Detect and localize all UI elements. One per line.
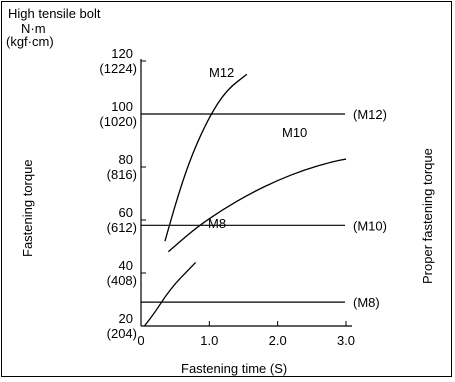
- y-tick-label: 40: [119, 258, 133, 273]
- series-label: M8: [208, 216, 226, 231]
- y-tick-sublabel: (1224): [99, 61, 137, 76]
- axes: [140, 59, 352, 327]
- y-tick-sublabel: (612): [107, 220, 137, 235]
- y-unit-top: N·m: [21, 21, 46, 36]
- reference-line-label: (M12): [353, 107, 387, 122]
- y-tick-label: 20: [119, 311, 133, 326]
- x-tick-label: 1.0: [200, 333, 218, 348]
- y-axis-label: Fastening torque: [20, 159, 35, 257]
- y-axis-label-right: Proper fastening torque: [420, 148, 435, 284]
- series-curve: [164, 73, 248, 242]
- y-tick-label: 80: [119, 152, 133, 167]
- series-curves: M12 M10 M8: [143, 65, 347, 327]
- y-tick-label: 60: [119, 205, 133, 220]
- series-curve: [143, 261, 197, 327]
- series-label: M10: [282, 125, 307, 140]
- y-tick-sublabel: (408): [107, 273, 137, 288]
- x-axis-label: Fastening time (S): [181, 361, 287, 376]
- y-unit-bottom: (kgf·cm): [6, 34, 54, 49]
- y-tick-sublabel: (816): [107, 167, 137, 182]
- x-tick-label: 3.0: [337, 333, 355, 348]
- y-tick-label: 120: [111, 46, 133, 61]
- x-tick-label: 0: [137, 333, 144, 348]
- x-tick-label: 2.0: [269, 333, 287, 348]
- series-label: M12: [209, 65, 234, 80]
- chart-frame: 0 1.0 2.0 3.0 120 (1224) 100 (1020) 80 (816) 60 (61…: [1, 1, 452, 377]
- reference-line-label: (M10): [353, 218, 387, 233]
- y-tick-sublabel: (1020): [99, 114, 137, 129]
- series-curve: [167, 158, 347, 253]
- y-tick-sublabel: (204): [107, 326, 137, 341]
- reference-lines: (M12) (M10) (M8): [141, 107, 387, 310]
- chart-title: High tensile bolt: [8, 6, 101, 21]
- y-tick-label: 100: [111, 99, 133, 114]
- reference-line-label: (M8): [353, 295, 380, 310]
- tick-group: 0 1.0 2.0 3.0 120(1224) 100(1020) 80(816) 60(61…: [99, 46, 355, 348]
